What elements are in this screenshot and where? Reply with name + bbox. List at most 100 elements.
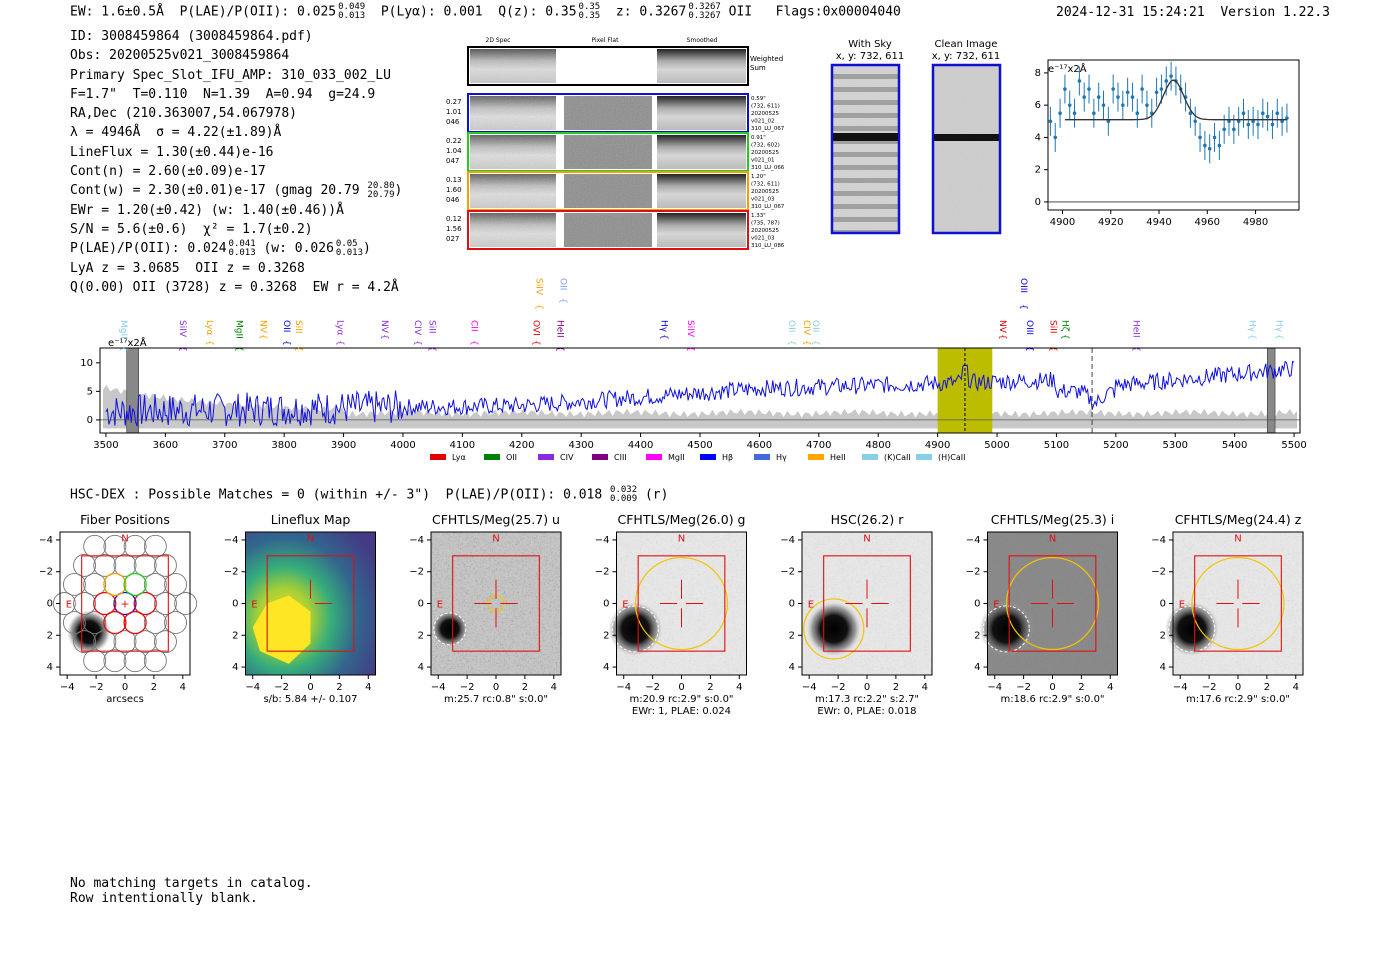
zoom-data-point [1077, 66, 1082, 96]
hsc-lower: 0.009 [610, 494, 638, 504]
fiber-circle [174, 592, 198, 615]
row-left-label: 0.12 [446, 215, 462, 223]
zoom-data-point [1096, 82, 1101, 112]
panel-ytick-label: −2 [966, 567, 981, 578]
panel-xtick-label: −4 [616, 682, 631, 693]
panel-xtick-label: −4 [802, 682, 817, 693]
catalog-footer: No matching targets in catalog. Row inten… [70, 876, 313, 906]
info-lineflux: LineFlux = 1.30(±0.44)e-16 [70, 144, 274, 160]
svg-text:CIII: CIII [614, 453, 627, 462]
cutout-row-4: 0.12 1.56 027 1.33" (735, 787)20200525 v021_0… [446, 210, 785, 250]
emission-line-label: OII { [557, 278, 567, 304]
legend-entry: HeII [808, 453, 846, 462]
info-primary: Primary Spec_Slot_IFU_AMP: 310_033_002_L… [70, 67, 391, 83]
row-right-label: (735, 787) [751, 221, 780, 227]
svg-text:{: { [554, 346, 564, 352]
emission-line-label: OIII { [1024, 320, 1034, 352]
clean-image-coords: x, y: 732, 611 [932, 51, 1001, 62]
zoom-data-point [1246, 110, 1251, 140]
info-obs: Obs: 20200525v021_3008459864 [70, 48, 290, 64]
panel-xtick-label: −4 [60, 682, 75, 693]
panel-ytick-label: 4 [47, 662, 53, 673]
spectrum-xtick-label: 4500 [687, 440, 712, 451]
row-frame [467, 210, 749, 250]
panel-ytick-label: 0 [789, 599, 795, 610]
panel-xtick-label: 2 [707, 682, 713, 693]
imaging-panels: Fiber Positions + N E −4 4 −2 2 0 0 2 −2 4 −4 arcsecs L… [40, 512, 1304, 717]
panel-xtick-label: 4 [1107, 682, 1113, 693]
source-blob [1164, 601, 1219, 656]
panel-xtick-label: 2 [1264, 682, 1270, 693]
panel-xtick-label: −4 [1173, 682, 1188, 693]
svg-text:CII: CII [468, 320, 478, 332]
cutout-row-2: 0.22 1.04 047 0.91" (732, 602)20200525 v021_0… [446, 132, 785, 172]
spectrum-ytick-label: 10 [80, 358, 93, 369]
zoom-data-point [1188, 98, 1193, 128]
north-label: N [1049, 534, 1056, 545]
panel-xtick-label: −2 [89, 682, 104, 693]
cutout-row-3: 0.13 1.60 046 1.20" (732, 611)20200525 v021_0… [446, 171, 785, 211]
q-lower: 0.35 [578, 11, 601, 21]
row-right-label: 1.33" [751, 213, 766, 219]
zoom-data-point [1125, 77, 1130, 107]
svg-text:{: { [281, 340, 291, 346]
spectrum-xtick-label: 5100 [1044, 440, 1069, 451]
panel-ytick-label: −4 [595, 535, 610, 546]
fiber-circle [143, 572, 167, 596]
legend-entry: Hβ [700, 453, 733, 462]
zoom-xtick-label: 4900 [1050, 217, 1075, 228]
zoom-data-point [1082, 82, 1087, 112]
emission-line-label: SiIV { [534, 278, 544, 310]
summary-flags: OII Flags:0x00004040 [720, 4, 901, 20]
fiber-circle [113, 630, 137, 654]
weighted-label: Weighted [750, 55, 783, 63]
legend-entry: Lyα [430, 453, 466, 462]
panel-xtick-label: 0 [493, 682, 499, 693]
zoom-data-point [1198, 122, 1202, 152]
svg-text:{: { [534, 304, 544, 310]
panel-xtick-label: 4 [922, 682, 928, 693]
row-smoothed [657, 96, 746, 130]
row-right-label: 310_LU_066 [751, 165, 785, 171]
emission-line-label: CIV { [801, 320, 811, 346]
svg-text:{: { [1048, 346, 1058, 352]
fiber-highlight [133, 591, 157, 616]
row-flat-noise [564, 213, 652, 247]
zoom-data-point [1140, 74, 1144, 104]
search-box [452, 555, 540, 652]
zoom-data-point [1067, 90, 1072, 120]
zoom-xtick-label: 4920 [1098, 217, 1123, 228]
zoom-data-point [1106, 106, 1111, 136]
svg-text:OII: OII [786, 320, 796, 332]
zoom-xtick-label: 4980 [1243, 217, 1268, 228]
source-blob [979, 601, 1034, 656]
east-label: E [993, 600, 999, 611]
zoom-data-point [1053, 122, 1058, 152]
svg-text:{: { [257, 334, 267, 340]
fiber-circle [93, 553, 117, 577]
info-lya-z: LyA z = 3.0685 OII z = 0.3268 [70, 260, 305, 276]
panel-caption: m:17.6 rc:2.9" s:0.0" [1186, 694, 1290, 705]
imaging-panel-1: Fiber Positions + N E −4 4 −2 2 0 0 2 −2 4 −4 arcsecs [40, 512, 198, 705]
spectrum-ylabel: e⁻¹⁷x2Å [108, 336, 147, 349]
panel-ytick-label: 4 [789, 662, 795, 673]
panel-ytick-label: −2 [224, 567, 239, 578]
panel-xtick-label: −2 [645, 682, 660, 693]
emission-line-label: MgII { [234, 320, 244, 352]
svg-text:MgII: MgII [234, 320, 244, 339]
svg-text:{: { [685, 346, 695, 352]
zoom-data-point [1256, 110, 1260, 140]
source-blob [806, 601, 861, 656]
plae2-lower: 0.013 [228, 247, 256, 258]
svg-text:Hζ: Hζ [1059, 320, 1069, 332]
panel-caption: s/b: 5.84 +/- 0.107 [263, 694, 357, 705]
svg-text:HeII: HeII [830, 453, 846, 462]
svg-text:OII: OII [557, 278, 567, 290]
svg-text:Hγ: Hγ [1247, 320, 1257, 333]
legend-entry: Hγ [754, 453, 787, 462]
info-cont-w: Cont(w) = 2.30(±0.01)e-17 (gmag 20.79 20… [70, 181, 402, 200]
info-ewr: EWr = 1.20(±0.42) (w: 1.40(±0.46))Å [70, 202, 344, 218]
spectrum-xtick-label: 4000 [390, 440, 415, 451]
